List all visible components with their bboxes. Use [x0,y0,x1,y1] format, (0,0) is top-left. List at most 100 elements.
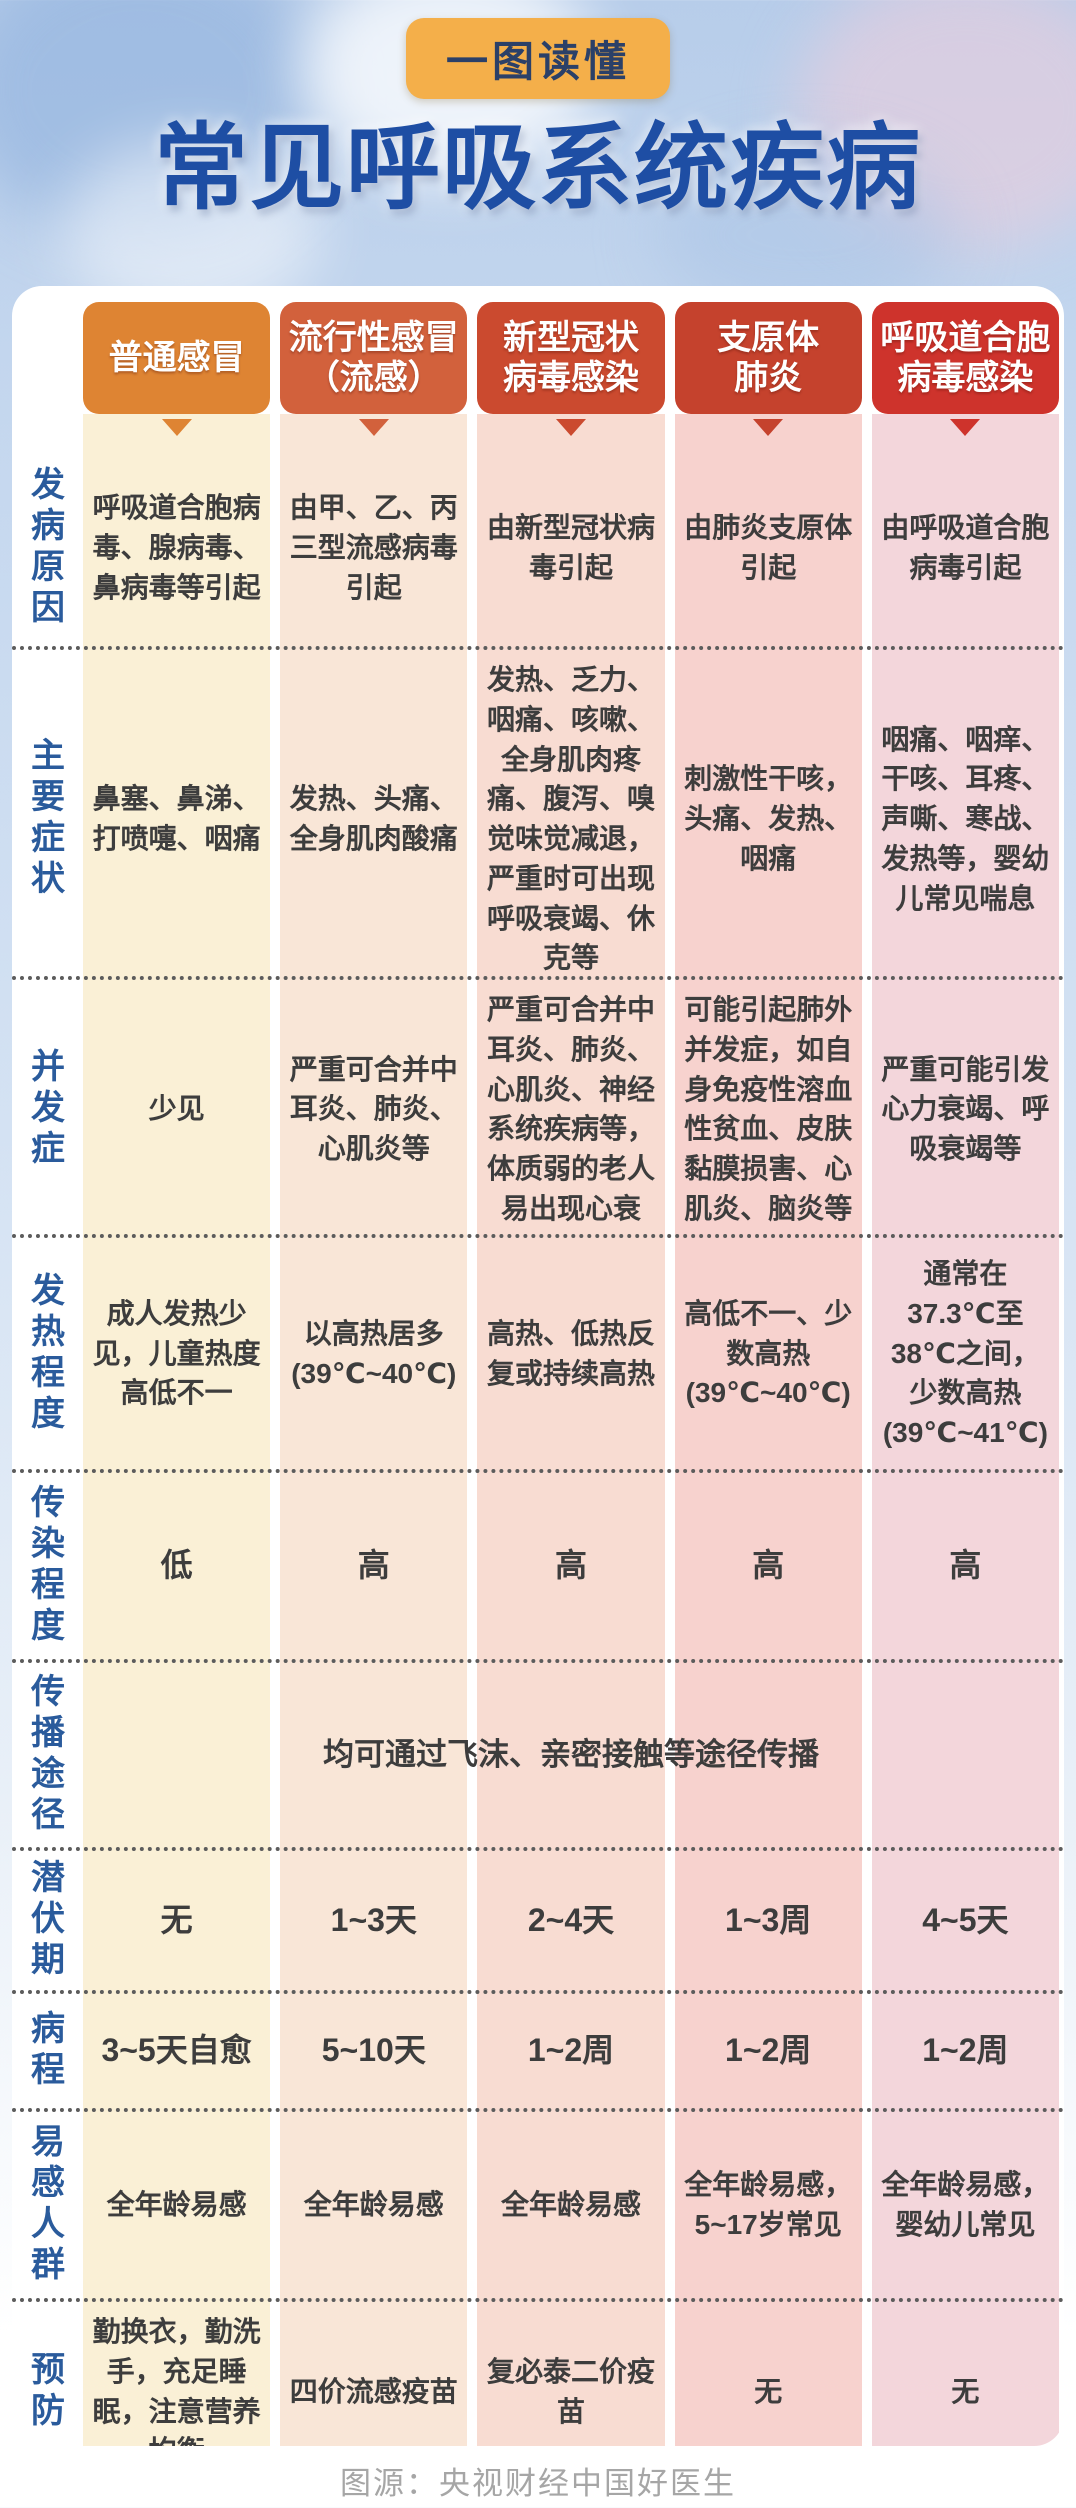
table-cell-9-4: 无 [951,2375,980,2407]
triangle-cell-2 [472,414,669,450]
table-cell-3-4: 通常在37.3℃至38℃之间，少数高热 (39℃~41℃) [882,1258,1048,1449]
table-cell-0-1: 由甲、乙、丙三型流感病毒引起 [289,492,458,603]
table-cell-3-3: 高低不一、少数高热 (39℃~40℃) [684,1297,853,1409]
table-cell-2-3: 可能引起肺外并发症，如自身免疫性溶血性贫血、皮肤黏膜损害、心肌炎、脑炎等 [684,994,853,1224]
table-row-1: 主要症状 鼻塞、鼻涕、打喷嚏、咽痛 发热、头痛、全身肌肉酸痛 发热、乏力、咽痛、咳嗽、… [12,650,1064,980]
table-cell-7-3: 1~2周 [725,2032,812,2069]
column-header-3: 支原体 肺炎 [670,302,867,414]
table-cell-8-3: 全年龄易感，5~17岁常见 [684,2169,853,2240]
table-cell-6-2: 2~4天 [527,1901,615,1938]
table-row-0: 发病原因 呼吸道合胞病毒、腺病毒、鼻病毒等引起 由甲、乙、丙三型流感病毒引起 由新型冠… [12,450,1064,650]
table-cell-0-0: 呼吸道合胞病毒、腺病毒、鼻病毒等引起 [92,492,261,603]
row-label: 病程 [25,2010,64,2092]
column-header-0: 普通感冒 [78,302,275,414]
table-cell-4-1: 高 [357,1547,390,1584]
table-cell-0-4: 由呼吸道合胞病毒引起 [881,512,1050,583]
column-strip-4 [871,414,1059,2446]
table-cell-7-0: 3~5天自愈 [101,2032,252,2069]
column-header-label: 新型冠状 病毒感染 [477,302,665,414]
column-strip-2 [477,414,665,2446]
source-caption: 图源：央视财经中国好医生 [340,2466,736,2501]
table-cell-7-1: 5~10天 [321,2032,426,2069]
triangle-down-icon [555,419,586,436]
triangle-down-icon [161,419,192,436]
triangle-down-icon [753,419,784,436]
table-cell-6-0: 无 [160,1901,193,1938]
row-label: 传播途径 [25,1673,64,1837]
table-cell-6-1: 1~3天 [330,1901,417,1938]
row-label: 发病原因 [25,466,64,630]
page-title: 常见呼吸系统疾病 [153,115,922,220]
table-cell-2-4: 严重可能引发心力衰竭、呼吸衰竭等 [881,1053,1050,1165]
table-cell-3-1: 以高热居多 (39℃~40℃) [291,1317,457,1389]
table-row-4: 传染程度 低 高 高 高 高 [12,1473,1064,1663]
table-cell-6-3: 1~3周 [725,1901,812,1938]
table-row-2: 并发症 少见 严重可合并中耳炎、肺炎、心肌炎等 严重可合并中耳炎、肺炎、心肌炎、神经系… [12,980,1064,1238]
table-cell-8-1: 全年龄易感 [303,2189,444,2221]
table-cell-1-3: 刺激性干咳，头痛、发热、咽痛 [684,763,853,874]
table-cell-4-4: 高 [949,1547,982,1584]
triangle-cell-1 [275,414,472,450]
table-cell-3-0: 成人发热少见，儿童热度高低不一 [92,1297,261,1409]
table-cell-1-1: 发热、头痛、全身肌肉酸痛 [289,783,458,854]
triangle-down-icon [358,419,389,436]
table-cell-2-1: 严重可合并中耳炎、肺炎、心肌炎等 [289,1053,458,1165]
table-cell-7-4: 1~2周 [922,2032,1009,2069]
row-label: 潜伏期 [25,1859,64,1982]
label-gutter [12,414,78,450]
table-cell-8-2: 全年龄易感 [500,2189,641,2221]
table-cell-8-4: 全年龄易感，婴幼儿常见 [881,2169,1050,2240]
table-row-5: 传播途径 均可通过飞沫、亲密接触等途径传播 [12,1663,1064,1851]
row-label: 传染程度 [25,1484,64,1648]
triangle-row [12,414,1064,450]
table-cell-1-0: 鼻塞、鼻涕、打喷嚏、咽痛 [92,783,261,854]
table-content: 普通感冒 流行性感冒 （流感） 新型冠状 病毒感染 支原体 肺炎 呼吸道合胞 病毒感染 … [12,302,1064,2446]
table-cell-2-2: 严重可合并中耳炎、肺炎、心肌炎、神经系统疾病等，体质弱的老人易出现心衰 [486,994,655,1224]
table-row-3: 发热程度 成人发热少见，儿童热度高低不一 以高热居多 (39℃~40℃) 高热、低热反… [12,1238,1064,1473]
read-in-one-image-badge: 一图读懂 [405,18,671,99]
table-cell-6-4: 4~5天 [922,1901,1009,1938]
table-row-8: 易感人群 全年龄易感 全年龄易感 全年龄易感 全年龄易感，5~17岁常见 全年龄易感，婴幼… [12,2112,1064,2302]
column-header-label: 流行性感冒 （流感） [280,302,468,414]
row-label: 发热程度 [25,1271,64,1436]
table-cell-4-0: 低 [160,1547,193,1584]
column-header-label: 呼吸道合胞 病毒感染 [871,302,1059,414]
column-header-4: 呼吸道合胞 病毒感染 [867,302,1064,414]
table-cell-3-2: 高热、低热反复或持续高热 [486,1317,655,1389]
triangle-cell-4 [867,414,1064,450]
table-cell-4-3: 高 [752,1547,785,1584]
column-header-label: 支原体 肺炎 [674,302,862,414]
triangle-cell-0 [78,414,275,450]
merged-cell: 均可通过飞沫、亲密接触等途径传播 [323,1736,819,1772]
table-cell-9-1: 四价流感疫苗 [289,2375,458,2407]
table-cell-0-3: 由肺炎支原体引起 [684,512,853,583]
triangle-cell-3 [670,414,867,450]
table-cell-7-2: 1~2周 [527,2032,615,2069]
table-cell-8-0: 全年龄易感 [106,2189,247,2221]
table-cell-1-4: 咽痛、咽痒、干咳、耳疼、声嘶、寒战、发热等，婴幼儿常见喘息 [881,723,1050,914]
column-header-2: 新型冠状 病毒感染 [472,302,669,414]
label-gutter [12,302,78,414]
table-rows: 发病原因 呼吸道合胞病毒、腺病毒、鼻病毒等引起 由甲、乙、丙三型流感病毒引起 由新型冠… [12,450,1064,2446]
column-header-label: 普通感冒 [83,302,271,414]
triangle-down-icon [950,419,981,436]
column-header-1: 流行性感冒 （流感） [275,302,472,414]
table-cell-9-0: 勤换衣，勤洗手，充足睡眠，注意营养均衡 [92,2316,261,2446]
row-label: 并发症 [25,1047,64,1171]
table-row-7: 病程 3~5天自愈 5~10天 1~2周 1~2周 1~2周 [12,1994,1064,2112]
row-label: 易感人群 [25,2123,64,2287]
table-cell-9-2: 复必泰二价疫苗 [486,2355,655,2427]
table-cell-4-2: 高 [554,1547,587,1584]
table-cell-0-2: 由新型冠状病毒引起 [486,512,655,583]
info-table-panel: 普通感冒 流行性感冒 （流感） 新型冠状 病毒感染 支原体 肺炎 呼吸道合胞 病毒感染 … [12,286,1064,2446]
row-label: 主要症状 [25,737,64,901]
table-cell-9-3: 无 [754,2375,783,2407]
table-cell-1-2: 发热、乏力、咽痛、咳嗽、全身肌肉疼痛、腹泻、嗅觉味觉减退，严重时可出现呼吸衰竭、… [486,664,655,974]
column-strip-1 [280,414,468,2446]
column-header-row: 普通感冒 流行性感冒 （流感） 新型冠状 病毒感染 支原体 肺炎 呼吸道合胞 病毒感染 [12,302,1064,414]
column-strip-0 [83,414,271,2446]
table-cell-2-0: 少见 [148,1093,205,1125]
row-label: 预防 [25,2350,64,2433]
column-strip-3 [674,414,862,2446]
